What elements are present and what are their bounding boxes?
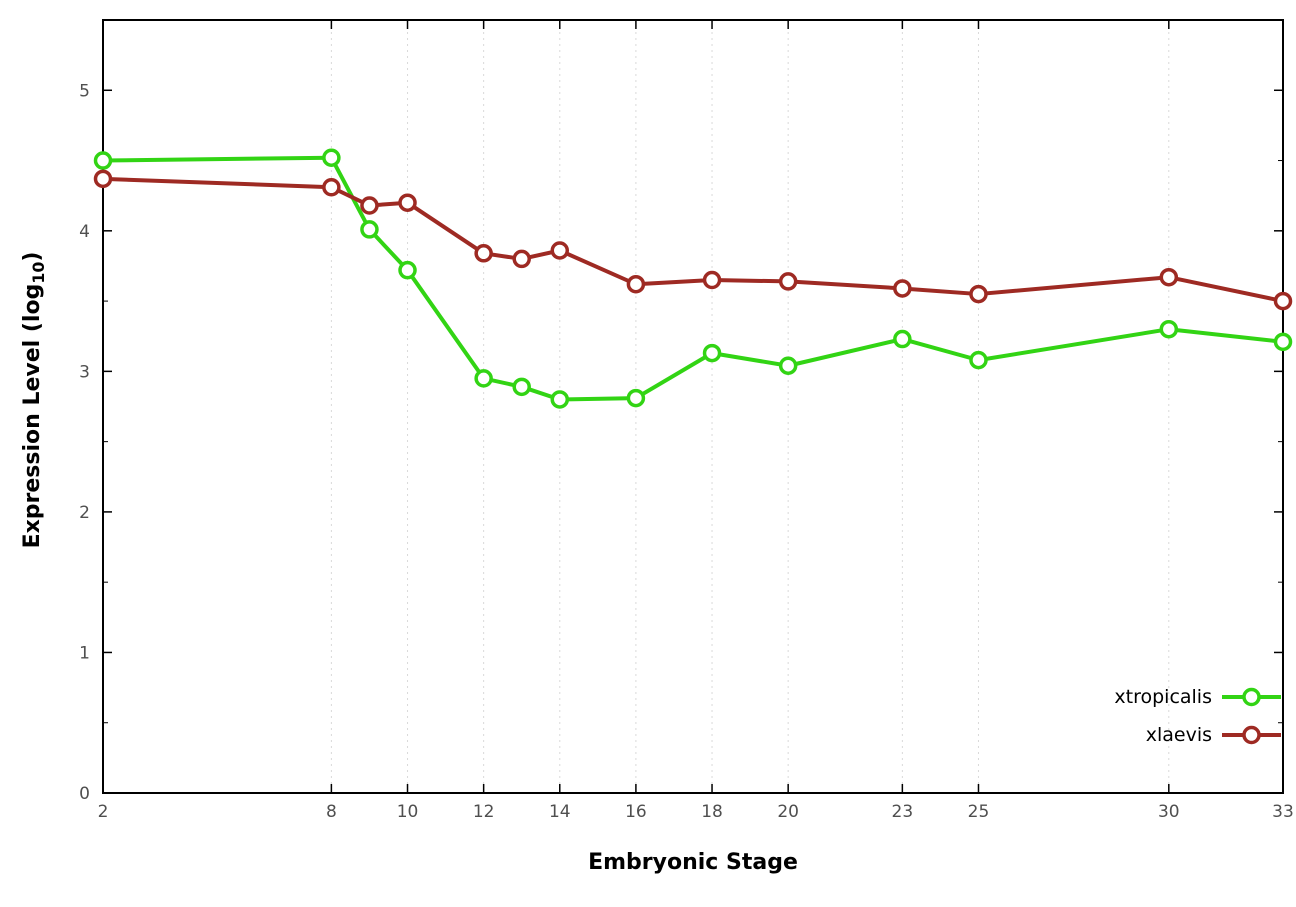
series-marker-xlaevis — [512, 249, 531, 269]
x-axis-title: Embryonic Stage — [588, 850, 798, 875]
legend-label-xtropicalis: xtropicalis — [1114, 686, 1212, 708]
y-tick-label: 4 — [79, 222, 90, 242]
series-marker-xlaevis — [550, 241, 570, 260]
y-axis-title-sub: 10 — [29, 261, 49, 284]
series-marker-xtropicalis — [626, 388, 646, 408]
series-marker-xlaevis — [969, 284, 988, 304]
legend-label-xlaevis: xlaevis — [1146, 724, 1212, 746]
x-tick-label: 14 — [549, 802, 571, 822]
series-marker-xlaevis — [778, 272, 798, 291]
series-marker-xtropicalis — [550, 390, 570, 409]
x-tick-label: 30 — [1158, 802, 1180, 822]
series-marker-xtropicalis — [398, 260, 417, 280]
series-marker-xlaevis — [702, 270, 722, 290]
series-marker-xtropicalis — [1159, 319, 1179, 339]
x-tick-label: 12 — [473, 802, 495, 822]
series-marker-xtropicalis — [512, 377, 531, 397]
x-tick-label: 16 — [625, 802, 647, 822]
series-marker-xlaevis — [93, 169, 113, 189]
y-axis-title-text: Expression Level (log — [19, 283, 45, 549]
x-tick-label: 18 — [701, 802, 723, 822]
plot-frame — [102, 19, 1284, 794]
series-marker-xtropicalis — [702, 343, 722, 363]
series-marker-xtropicalis — [360, 220, 379, 239]
legend-sample-marker-xtropicalis — [1242, 687, 1261, 707]
series-line-xtropicalis — [101, 155, 1285, 402]
series-marker-xlaevis — [1159, 267, 1179, 287]
series-marker-xtropicalis — [778, 356, 798, 375]
y-tick-label: 5 — [79, 81, 90, 101]
series-marker-xtropicalis — [893, 329, 912, 349]
series-marker-xlaevis — [360, 196, 379, 215]
series-marker-xtropicalis — [969, 350, 988, 370]
x-tick-label: 20 — [777, 802, 799, 822]
series-marker-xtropicalis — [322, 148, 341, 167]
x-tick-label: 23 — [892, 802, 914, 822]
y-tick-label: 1 — [79, 643, 90, 663]
x-tick-label: 8 — [326, 802, 337, 822]
series-marker-xlaevis — [474, 244, 493, 263]
y-axis-title: Expression Level (log10) — [20, 252, 48, 549]
series-marker-xlaevis — [398, 193, 417, 212]
series-marker-xtropicalis — [93, 151, 113, 170]
series-marker-xtropicalis — [474, 369, 493, 388]
series-marker-xlaevis — [1273, 291, 1293, 311]
y-tick-label: 2 — [79, 503, 90, 523]
series-marker-xlaevis — [322, 177, 341, 197]
series-marker-xlaevis — [626, 274, 646, 294]
x-tick-label: 25 — [968, 802, 990, 822]
series-marker-xlaevis — [893, 279, 912, 298]
y-axis-title-suffix: ) — [19, 251, 45, 262]
y-tick-label: 3 — [79, 362, 90, 382]
series-line-xlaevis — [101, 176, 1285, 304]
x-tick-label: 10 — [397, 802, 419, 822]
series-marker-xtropicalis — [1273, 332, 1293, 352]
x-tick-label: 2 — [98, 802, 109, 822]
x-tick-label: 33 — [1272, 802, 1294, 822]
y-tick-label: 0 — [79, 784, 90, 804]
legend-sample-marker-xlaevis — [1242, 725, 1261, 745]
